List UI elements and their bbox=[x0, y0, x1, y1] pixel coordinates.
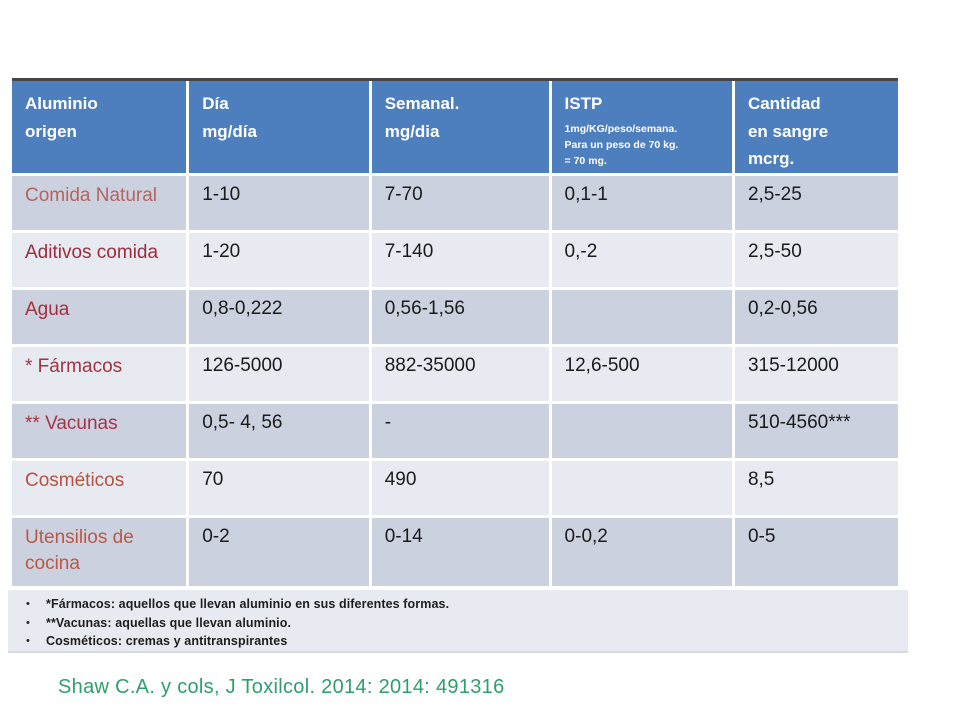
row-label-cell: * Fármacos bbox=[12, 347, 190, 404]
citation-text: Shaw C.A. y cols, J Toxilcol. 2014: 2014… bbox=[58, 676, 505, 698]
row-label: ** Vacunas bbox=[25, 413, 118, 434]
footnote-item: • *Fármacos: aquellos que llevan alumini… bbox=[8, 595, 908, 614]
column-header-origen-label: Aluminio origen bbox=[25, 94, 98, 141]
column-header-dia-label: Día mg/día bbox=[202, 94, 257, 141]
cell-sangre: 2,5-50 bbox=[734, 233, 898, 290]
cell-sangre: 510-4560*** bbox=[734, 404, 898, 461]
cell-dia: 70 bbox=[189, 461, 372, 518]
table-row-aditivos-comida: Aditivos comida 1-20 7-140 0,-2 2,5-50 bbox=[12, 233, 898, 290]
cell-sangre: 315-12000 bbox=[734, 347, 898, 404]
footnote-item: • **Vacunas: aquellas que llevan alumini… bbox=[8, 614, 908, 633]
column-header-istp: ISTP 1mg/KG/peso/semana. Para un peso de… bbox=[551, 81, 735, 176]
cell-istp: 0,-2 bbox=[551, 233, 735, 290]
cell-semanal: 0,56-1,56 bbox=[371, 290, 552, 347]
table-row-vacunas: ** Vacunas 0,5- 4, 56 - 510-4560*** bbox=[12, 404, 898, 461]
cell-istp: 0-0,2 bbox=[551, 518, 735, 589]
cell-istp bbox=[551, 290, 735, 347]
column-header-semanal: Semanal. mg/dia bbox=[371, 81, 552, 176]
cell-dia: 1-20 bbox=[189, 233, 372, 290]
cell-istp: 0,1-1 bbox=[551, 176, 735, 233]
column-header-sangre-label: Cantidad en sangre mcrg. bbox=[747, 94, 829, 169]
table-row-cosmeticos: Cosméticos 70 490 8,5 bbox=[12, 461, 898, 518]
row-label-cell: Agua bbox=[12, 290, 190, 347]
table-row-comida-natural: Comida Natural 1-10 7-70 0,1-1 2,5-25 bbox=[12, 176, 898, 233]
cell-istp bbox=[551, 461, 735, 518]
table-header-row: Aluminio origen Día mg/día Semanal. mg/d… bbox=[12, 81, 898, 176]
row-label-cell: Aditivos comida bbox=[12, 233, 190, 290]
row-label: Utensilios de cocina bbox=[25, 527, 134, 574]
cell-sangre: 0-5 bbox=[734, 518, 898, 589]
cell-semanal: - bbox=[371, 404, 552, 461]
row-label: Comida Natural bbox=[25, 185, 157, 206]
cell-dia: 126-5000 bbox=[189, 347, 372, 404]
column-header-origen: Aluminio origen bbox=[12, 81, 190, 176]
cell-istp: 12,6-500 bbox=[551, 347, 735, 404]
cell-sangre: 2,5-25 bbox=[734, 176, 898, 233]
footnote-text: **Vacunas: aquellas que llevan aluminio. bbox=[46, 615, 292, 630]
cell-semanal: 0-14 bbox=[371, 518, 552, 589]
cell-dia: 0-2 bbox=[189, 518, 372, 589]
column-header-sangre: Cantidad en sangre mcrg. bbox=[734, 81, 898, 176]
cell-dia: 0,8-0,222 bbox=[189, 290, 372, 347]
cell-dia: 1-10 bbox=[189, 176, 372, 233]
footnotes-block: • *Fármacos: aquellos que llevan alumini… bbox=[8, 590, 908, 653]
cell-semanal: 7-140 bbox=[371, 233, 552, 290]
footnote-text: *Fármacos: aquellos que llevan aluminio … bbox=[46, 597, 450, 611]
table-row-utensilios: Utensilios de cocina 0-2 0-14 0-0,2 0-5 bbox=[12, 518, 898, 589]
column-header-dia: Día mg/día bbox=[189, 81, 372, 176]
footnote-item: • Cosméticos: cremas y antitranspirantes bbox=[8, 632, 908, 651]
cell-istp bbox=[551, 404, 735, 461]
row-label-cell: Comida Natural bbox=[12, 176, 190, 233]
row-label: * Fármacos bbox=[25, 356, 123, 377]
row-label-cell: Cosméticos bbox=[12, 461, 190, 518]
cell-semanal: 882-35000 bbox=[371, 347, 552, 404]
aluminum-table: Aluminio origen Día mg/día Semanal. mg/d… bbox=[12, 78, 898, 589]
cell-sangre: 8,5 bbox=[734, 461, 898, 518]
bullet-icon: • bbox=[26, 635, 30, 647]
bullet-icon: • bbox=[26, 616, 30, 629]
row-label-cell: ** Vacunas bbox=[12, 404, 190, 461]
column-header-semanal-label: Semanal. mg/dia bbox=[384, 94, 460, 141]
row-label: Aditivos comida bbox=[25, 242, 159, 263]
table-row-farmacos: * Fármacos 126-5000 882-35000 12,6-500 3… bbox=[12, 347, 898, 404]
cell-semanal: 490 bbox=[371, 461, 552, 518]
table-row-agua: Agua 0,8-0,222 0,56-1,56 0,2-0,56 bbox=[12, 290, 898, 347]
cell-semanal: 7-70 bbox=[371, 176, 552, 233]
cell-dia: 0,5- 4, 56 bbox=[189, 404, 372, 461]
row-label: Cosméticos bbox=[25, 470, 125, 491]
column-header-istp-label: ISTP bbox=[564, 94, 603, 113]
footnote-text: Cosméticos: cremas y antitranspirantes bbox=[46, 634, 288, 648]
cell-sangre: 0,2-0,56 bbox=[734, 290, 898, 347]
row-label-cell: Utensilios de cocina bbox=[12, 518, 190, 589]
bullet-icon: • bbox=[26, 598, 30, 610]
row-label: Agua bbox=[25, 299, 70, 320]
column-header-istp-subtext: 1mg/KG/peso/semana. Para un peso de 70 k… bbox=[564, 122, 679, 168]
